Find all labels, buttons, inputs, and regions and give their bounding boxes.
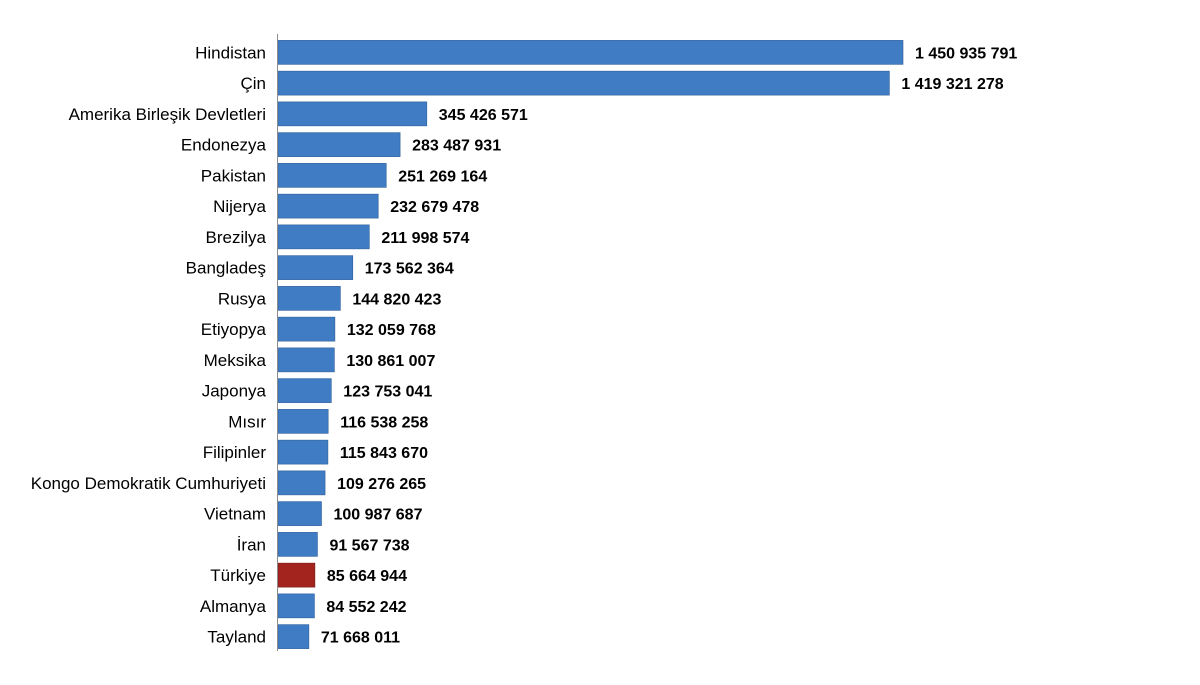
value-label: 71 668 011 bbox=[321, 630, 400, 647]
category-label: Amerika Birleşik Devletleri bbox=[69, 105, 266, 124]
value-label: 123 753 041 bbox=[343, 384, 432, 401]
bar-5 bbox=[277, 193, 379, 219]
category-label: Kongo Demokratik Cumhuriyeti bbox=[31, 474, 266, 493]
category-label: Pakistan bbox=[201, 166, 266, 185]
category-label: Türkiye bbox=[210, 566, 266, 585]
value-label: 144 820 423 bbox=[352, 291, 441, 308]
value-label: 91 567 738 bbox=[329, 537, 409, 554]
bar-12 bbox=[277, 409, 329, 434]
category-label: Brezilya bbox=[206, 228, 267, 247]
category-label: Tayland bbox=[207, 628, 266, 647]
category-label: Almanya bbox=[200, 597, 267, 616]
value-label: 132 059 768 bbox=[347, 322, 436, 339]
category-label: Çin bbox=[240, 74, 266, 93]
bar-7 bbox=[277, 255, 354, 280]
category-label: İran bbox=[237, 535, 266, 554]
bar-19 bbox=[277, 624, 310, 649]
category-label: Filipinler bbox=[203, 443, 267, 462]
value-label: 115 843 670 bbox=[340, 445, 428, 462]
bar-2 bbox=[277, 101, 428, 127]
category-label: Meksika bbox=[204, 351, 267, 370]
category-label: Bangladeş bbox=[186, 259, 266, 278]
labels-group: Hindistan 1 450 935 791 Çin 1 419 321 278 Am… bbox=[31, 43, 1018, 646]
bar-14 bbox=[277, 470, 326, 496]
value-label: 283 487 931 bbox=[412, 138, 501, 155]
value-label: 232 679 478 bbox=[390, 199, 479, 216]
category-label: Mısır bbox=[228, 412, 266, 431]
value-label: 173 562 364 bbox=[365, 261, 454, 278]
value-label: 1 419 321 278 bbox=[901, 76, 1003, 93]
bar-0 bbox=[277, 40, 904, 65]
category-label: Japonya bbox=[202, 382, 267, 401]
bar-8 bbox=[277, 286, 341, 311]
value-label: 345 426 571 bbox=[439, 107, 528, 124]
bar-18 bbox=[277, 593, 315, 619]
bar-11 bbox=[277, 378, 332, 403]
bar-15 bbox=[277, 501, 322, 526]
bar-9 bbox=[277, 316, 336, 342]
bar-13 bbox=[277, 439, 329, 465]
value-label: 84 552 242 bbox=[326, 599, 406, 616]
value-label: 1 450 935 791 bbox=[915, 45, 1017, 62]
bar-3 bbox=[277, 132, 401, 157]
value-label: 211 998 574 bbox=[381, 230, 469, 247]
value-label: 116 538 258 bbox=[340, 414, 428, 431]
category-label: Endonezya bbox=[181, 136, 267, 155]
value-label: 130 861 007 bbox=[346, 353, 435, 370]
value-label: 85 664 944 bbox=[327, 568, 407, 585]
bar-1 bbox=[277, 70, 890, 96]
bars-group bbox=[277, 40, 904, 649]
category-label: Vietnam bbox=[204, 505, 266, 524]
category-label: Hindistan bbox=[195, 43, 266, 62]
category-label: Rusya bbox=[218, 289, 267, 308]
category-label: Etiyopya bbox=[201, 320, 267, 339]
bar-10 bbox=[277, 347, 335, 373]
bar-17 bbox=[277, 562, 316, 588]
value-label: 100 987 687 bbox=[334, 507, 423, 524]
bar-4 bbox=[277, 163, 387, 188]
value-label: 251 269 164 bbox=[398, 168, 487, 185]
bar-16 bbox=[277, 532, 318, 557]
category-label: Nijerya bbox=[213, 197, 266, 216]
bar-6 bbox=[277, 224, 370, 250]
value-label: 109 276 265 bbox=[337, 476, 426, 493]
